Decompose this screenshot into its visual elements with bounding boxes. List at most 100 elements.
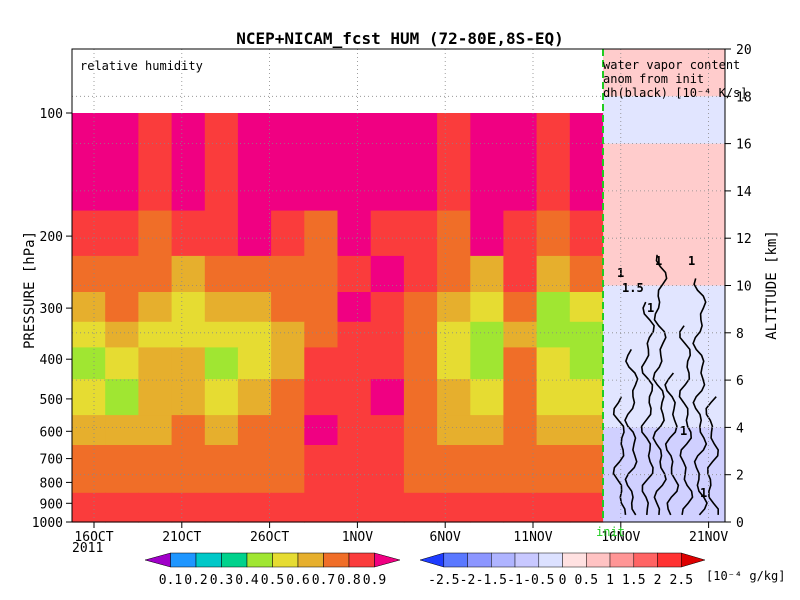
rh-cell: [437, 415, 471, 446]
rh-cell: [105, 379, 139, 416]
anomaly-band: [603, 427, 725, 475]
contour-label: 1: [688, 254, 695, 268]
rh-cell: [271, 347, 305, 380]
rh-cell: [569, 210, 604, 257]
anomaly-band: [603, 238, 725, 286]
colorbar-label: -2: [460, 573, 476, 588]
pressure-axis-label: PRESSURE [hPa]: [22, 231, 38, 349]
rh-cell: [72, 321, 106, 348]
rh-cell: [72, 415, 106, 446]
rh-cell: [204, 210, 239, 257]
altitude-tick-label: 20: [736, 43, 752, 58]
rh-cell: [138, 149, 173, 212]
rh-cell: [370, 255, 405, 293]
rh-cell: [171, 512, 206, 523]
rh-cell: [138, 210, 173, 257]
rh-cell: [204, 470, 239, 494]
rh-cell: [271, 149, 305, 212]
rh-cell: [536, 379, 571, 416]
rh-cell: [304, 210, 339, 257]
rh-cell: [370, 470, 405, 494]
x-tick-label: 11NOV: [513, 530, 552, 545]
rh-cell: [370, 292, 405, 323]
rh-cell: [337, 492, 372, 514]
rh-cell: [503, 347, 538, 380]
rh-cell: [370, 415, 405, 446]
anomaly-band: [603, 143, 725, 191]
rh-cell: [536, 512, 571, 523]
rh-cell: [72, 113, 106, 150]
rh-cell: [337, 512, 372, 523]
altitude-axis: 0 2 4 6 8 10 12 14 16 18 20: [725, 43, 752, 531]
rh-cell: [337, 149, 372, 212]
rh-cell: [72, 255, 106, 293]
rh-cell: [470, 347, 505, 380]
rh-cell: [337, 415, 372, 446]
rh-cell: [105, 347, 139, 380]
altitude-tick-label: 14: [736, 185, 752, 200]
colorbar-swatch: [195, 552, 222, 568]
rh-cell: [204, 149, 239, 212]
rh-cell: [72, 445, 106, 472]
rh-cell: [503, 379, 538, 416]
x-tick-label: 1NOV: [342, 530, 373, 545]
rh-cell: [72, 470, 106, 494]
rh-cell: [271, 113, 305, 150]
rh-cell: [237, 492, 272, 514]
dh-contour-line: [624, 349, 639, 516]
rh-cell: [503, 492, 538, 514]
colorbar-label: 0.5: [575, 573, 598, 588]
anomaly-colorbar: -2.5 -2 -1.5 -1 -0.5 0 0.5 1 1.5 2 2.5: [419, 552, 706, 588]
rh-cell: [536, 292, 571, 323]
rh-cell: [503, 512, 538, 523]
rh-cell: [503, 113, 538, 150]
rh-cell: [503, 255, 538, 293]
rh-cell: [536, 347, 571, 380]
dh-contour-line: [612, 396, 627, 515]
contour-label: 1: [700, 486, 707, 500]
rh-cell: [171, 210, 206, 257]
anomaly-band: [603, 96, 725, 144]
contour-label: 1: [655, 254, 662, 268]
rh-heatmap: [72, 113, 604, 523]
anom-label-line3: dh(black) [10⁻⁴ K/s]: [603, 86, 748, 100]
anomaly-band: [603, 285, 725, 333]
rh-cell: [370, 512, 405, 523]
rh-cell: [72, 492, 106, 514]
rh-cell: [171, 321, 206, 348]
pressure-tick-label: 1000: [32, 516, 63, 531]
colorbar-swatch: [443, 552, 468, 568]
anomaly-band: [603, 190, 725, 239]
colorbar-label: 2.5: [670, 573, 693, 588]
rh-cell: [171, 492, 206, 514]
rh-cell: [569, 445, 604, 472]
rh-cell: [536, 445, 571, 472]
contour-label: 1.5: [622, 281, 644, 295]
rh-cell: [271, 379, 305, 416]
rh-cell: [271, 492, 305, 514]
rh-cell: [370, 445, 405, 472]
colorbar-swatch: [538, 552, 563, 568]
rh-cell: [337, 379, 372, 416]
rh-cell: [403, 415, 438, 446]
rh-cell: [503, 292, 538, 323]
colorbar-label: 0.4: [235, 573, 259, 588]
rh-cell: [304, 321, 339, 348]
rh-cell: [72, 149, 106, 212]
rh-cell: [403, 347, 438, 380]
pressure-tick-label: 200: [40, 230, 63, 245]
colorbar-swatch: [681, 552, 706, 568]
rh-cell: [569, 470, 604, 494]
pressure-tick-label: 100: [40, 107, 63, 122]
rh-cell: [171, 149, 206, 212]
rh-cell: [470, 415, 505, 446]
rh-cell: [105, 445, 139, 472]
rh-cell: [304, 113, 339, 150]
colorbar-swatch: [348, 552, 375, 568]
rh-cell: [403, 445, 438, 472]
rh-cell: [337, 210, 372, 257]
rh-cell: [437, 321, 471, 348]
rh-cell: [138, 512, 173, 523]
rh-cell: [569, 347, 604, 380]
